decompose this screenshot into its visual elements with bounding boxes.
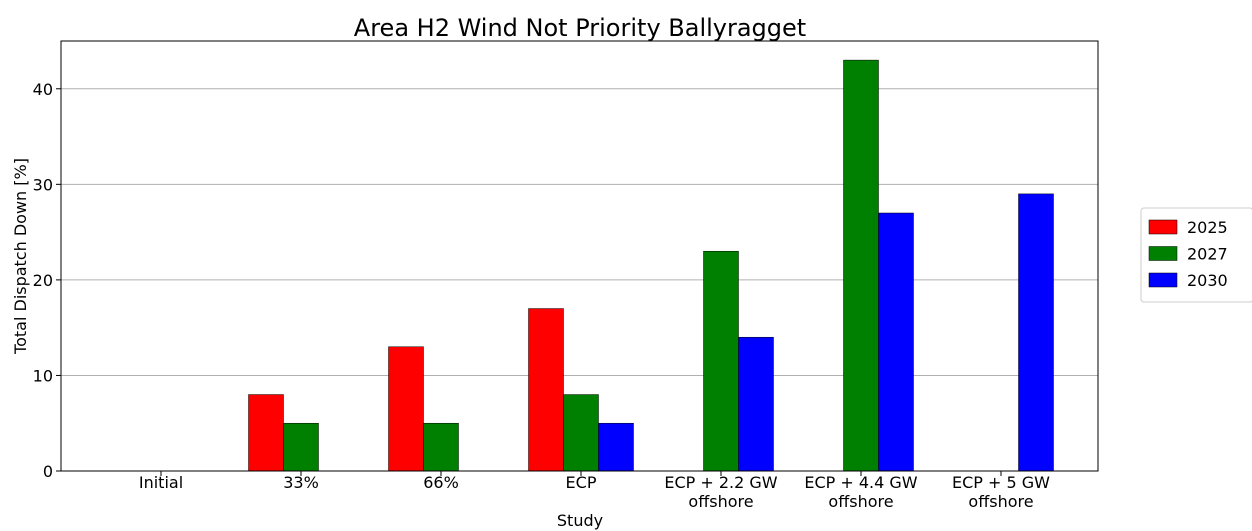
legend-label: 2027: [1187, 245, 1228, 264]
bar: [563, 394, 599, 472]
bar: [598, 422, 634, 472]
legend-swatch: [1148, 246, 1178, 261]
x-tick-label: ECP + 4.4 GW offshore: [804, 473, 917, 511]
bar: [878, 212, 914, 472]
x-tick-label: ECP: [566, 473, 597, 492]
bar: [703, 250, 739, 472]
bar: [1018, 193, 1054, 472]
bar: [283, 422, 319, 472]
bar: [423, 422, 459, 472]
x-tick-label: 66%: [423, 473, 459, 492]
chart-title: Area H2 Wind Not Priority Ballyragget: [354, 14, 806, 42]
x-tick-label: ECP + 5 GW offshore: [952, 473, 1050, 511]
bar: [248, 394, 284, 472]
legend-swatch: [1148, 219, 1178, 235]
bar: [388, 346, 424, 472]
bar: [843, 59, 879, 472]
x-axis-label: Study: [557, 511, 603, 530]
legend-label: 2025: [1187, 218, 1228, 237]
y-tick-label: 0: [43, 462, 53, 481]
legend-swatch: [1148, 272, 1178, 288]
y-tick-label: 10: [33, 366, 53, 385]
bar: [738, 336, 774, 472]
x-tick-label: 33%: [283, 473, 319, 492]
bar: [528, 308, 564, 472]
y-axis-label: Total Dispatch Down [%]: [11, 158, 30, 355]
x-tick-label: Initial: [139, 473, 183, 492]
y-tick-label: 40: [33, 80, 53, 99]
x-tick-label: ECP + 2.2 GW offshore: [664, 473, 777, 511]
y-tick-label: 30: [33, 175, 53, 194]
y-tick-label: 20: [33, 271, 53, 290]
plot-frame: [60, 40, 1099, 472]
legend-label: 2030: [1187, 271, 1228, 290]
